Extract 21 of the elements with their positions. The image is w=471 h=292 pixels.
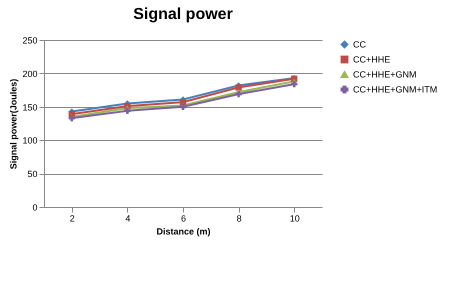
point [235,90,242,98]
legend-label: CC+HHE+GNM [353,70,417,80]
legend-label: CC+HHE [353,54,390,64]
x-axis-title: Distance (m) [156,226,211,236]
x-tick-label: 2 [70,214,75,224]
x-tick-label: 8 [236,214,242,224]
chart-title: Signal power [133,6,233,23]
x-tick-label: 10 [290,214,300,224]
y-tick-label: 100 [22,136,38,146]
y-tick-label: 250 [22,36,38,46]
x-tick-label: 4 [125,214,130,224]
y-tick-label: 150 [22,102,38,112]
y-tick-label: 50 [27,169,38,180]
point [291,80,298,88]
y-tick-label: 0 [32,202,38,212]
point [124,108,131,114]
legend-label: CC [353,40,366,50]
legend-label: CC+HHE+GNM+ITM [353,84,438,94]
y-tick-label: 200 [22,68,38,79]
x-tick-label: 6 [180,214,186,224]
y-axis-title: Signal power(Joules) [8,78,18,170]
